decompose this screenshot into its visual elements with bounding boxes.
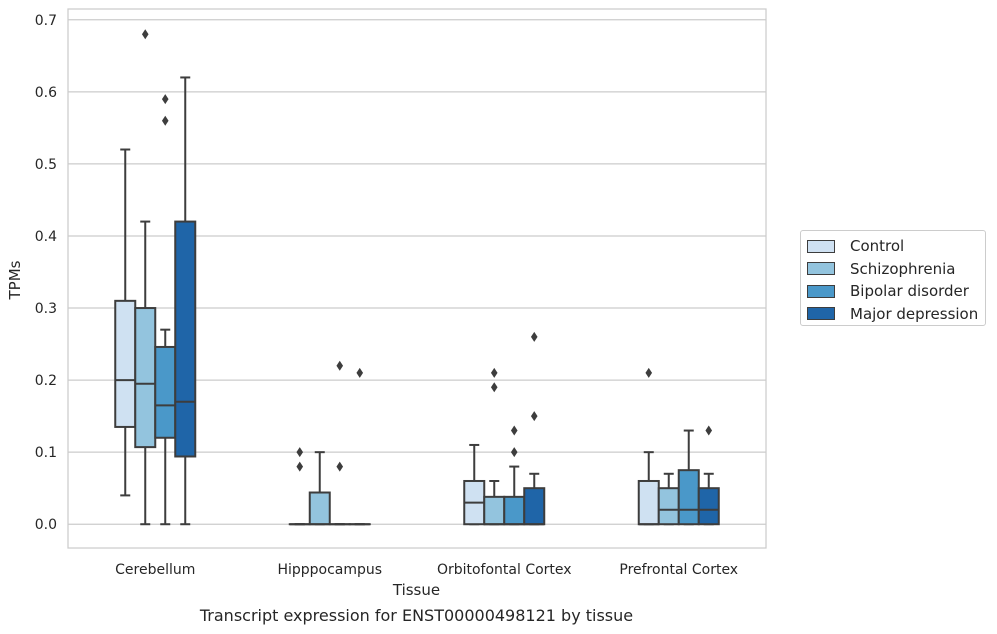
box-iqr xyxy=(154,345,177,439)
legend-swatch xyxy=(807,239,835,253)
legend-item: Major depression xyxy=(807,303,985,326)
figure-caption: Transcript expression for ENST0000049812… xyxy=(199,606,634,625)
box-iqr xyxy=(483,495,506,526)
outlier-point xyxy=(296,461,304,472)
box-control xyxy=(637,367,660,526)
box-bipolar-disorder xyxy=(503,425,526,526)
legend-item: Control xyxy=(807,235,985,258)
y-axis-title: TPMs xyxy=(6,260,24,300)
y-tick-label: 0.3 xyxy=(35,301,57,317)
outlier-point xyxy=(161,115,169,126)
box-iqr xyxy=(657,487,680,526)
box-major-depression xyxy=(174,76,197,526)
y-tick-labels: 0.0 0.1 0.2 0.3 0.4 0.5 0.6 0.7 xyxy=(35,13,57,533)
gridlines xyxy=(68,19,766,525)
box-control xyxy=(288,447,311,526)
outlier-point xyxy=(336,360,344,371)
outlier-point xyxy=(490,382,498,393)
legend-item: Schizophrenia xyxy=(807,258,985,281)
legend-label: Schizophrenia xyxy=(850,259,956,278)
box-major-depression xyxy=(523,331,546,526)
box-iqr xyxy=(697,487,720,526)
box-iqr xyxy=(637,479,660,526)
box-bipolar-disorder xyxy=(154,94,177,526)
box-schizophrenia xyxy=(134,29,157,526)
box-major-depression xyxy=(348,367,371,526)
box-schizophrenia xyxy=(308,451,331,526)
legend-label: Control xyxy=(850,237,905,256)
outlier-point xyxy=(705,425,713,436)
box-bipolar-disorder xyxy=(328,360,351,526)
outlier-point xyxy=(141,29,149,40)
legend-item: Bipolar disorder xyxy=(807,280,985,303)
plot-area-frame xyxy=(67,8,767,549)
x-tick-label: Prefrontal Cortex xyxy=(619,562,738,578)
box-control xyxy=(463,443,486,526)
outlier-point xyxy=(530,331,538,342)
box-iqr xyxy=(114,299,137,428)
y-tick-label: 0.4 xyxy=(35,229,57,245)
box-control xyxy=(114,148,137,497)
box-iqr xyxy=(677,469,700,526)
legend-swatch xyxy=(807,284,835,298)
outlier-point xyxy=(530,411,538,422)
legend-swatch xyxy=(807,262,835,276)
legend-label: Bipolar disorder xyxy=(850,282,969,301)
legend: Control Schizophrenia Bipolar disorder Majo… xyxy=(800,230,986,326)
box-major-depression xyxy=(697,425,720,526)
y-tick-label: 0.2 xyxy=(35,373,57,389)
outlier-point xyxy=(336,461,344,472)
legend-label: Major depression xyxy=(850,304,979,323)
y-tick-label: 0.7 xyxy=(35,13,57,29)
outlier-point xyxy=(645,367,653,378)
outlier-point xyxy=(490,367,498,378)
box-iqr xyxy=(523,487,546,526)
box-schizophrenia xyxy=(657,472,680,526)
box-iqr xyxy=(503,495,526,526)
outlier-point xyxy=(510,447,518,458)
box-iqr xyxy=(308,491,331,526)
y-tick-label: 0.5 xyxy=(35,157,57,173)
y-tick-label: 0.6 xyxy=(35,85,57,101)
x-tick-label: Orbitofontal Cortex xyxy=(437,562,572,578)
outlier-point xyxy=(356,367,364,378)
box-iqr xyxy=(134,307,157,449)
outlier-point xyxy=(510,425,518,436)
y-tick-label: 0.0 xyxy=(35,517,57,533)
legend-swatch xyxy=(807,307,835,321)
box-iqr xyxy=(174,220,197,458)
outlier-point xyxy=(296,447,304,458)
outlier-point xyxy=(161,94,169,105)
x-tick-label: Cerebellum xyxy=(115,562,195,578)
x-tick-label: Hipppocampus xyxy=(277,562,382,578)
y-tick-label: 0.1 xyxy=(35,445,57,461)
x-tick-labels: Cerebellum Hipppocampus Orbitofontal Corte… xyxy=(115,562,738,578)
box-bipolar-disorder xyxy=(677,429,700,526)
boxes xyxy=(114,29,720,526)
x-axis-title: Tissue xyxy=(392,581,440,599)
box-schizophrenia xyxy=(483,367,506,526)
